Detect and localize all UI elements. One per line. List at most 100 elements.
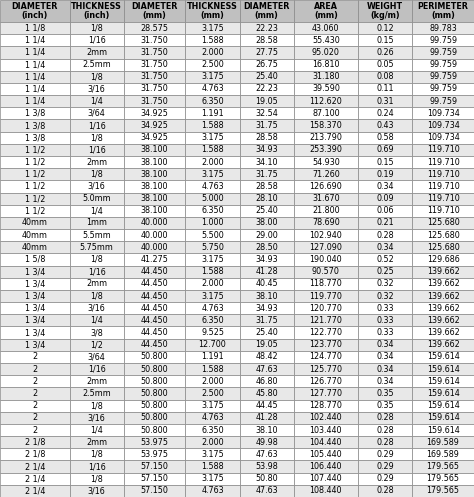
Text: 1 3/4: 1 3/4: [25, 316, 45, 325]
Bar: [239, 338, 294, 351]
Bar: [294, 132, 358, 144]
Text: 0.32: 0.32: [376, 279, 394, 288]
Text: 139.662: 139.662: [427, 279, 459, 288]
Text: 0.29: 0.29: [376, 450, 394, 459]
Bar: [70, 375, 124, 387]
Bar: [294, 192, 358, 205]
Bar: [70, 119, 124, 132]
Bar: [412, 363, 474, 375]
Bar: [239, 144, 294, 156]
Text: 1/16: 1/16: [88, 462, 106, 471]
Text: 158.370: 158.370: [310, 121, 342, 130]
Bar: [185, 192, 239, 205]
Bar: [0, 168, 70, 180]
Bar: [0, 119, 70, 132]
Text: 3/64: 3/64: [88, 109, 106, 118]
Bar: [239, 180, 294, 192]
Bar: [70, 144, 124, 156]
Bar: [412, 83, 474, 95]
Bar: [70, 387, 124, 400]
Text: 159.614: 159.614: [427, 365, 459, 374]
Bar: [239, 119, 294, 132]
Text: 47.63: 47.63: [255, 365, 278, 374]
Bar: [294, 375, 358, 387]
Bar: [358, 314, 412, 327]
Text: 34.93: 34.93: [255, 146, 278, 155]
Bar: [239, 107, 294, 119]
Bar: [358, 265, 412, 278]
Text: 0.58: 0.58: [376, 133, 394, 142]
Text: 104.440: 104.440: [310, 438, 342, 447]
Bar: [185, 205, 239, 217]
Bar: [358, 107, 412, 119]
Text: 213.790: 213.790: [310, 133, 342, 142]
Bar: [412, 278, 474, 290]
Text: 3.175: 3.175: [201, 401, 224, 410]
Text: 44.450: 44.450: [141, 328, 168, 337]
Bar: [412, 205, 474, 217]
Text: 16.810: 16.810: [312, 60, 340, 69]
Bar: [0, 290, 70, 302]
Bar: [124, 71, 185, 83]
Bar: [412, 253, 474, 265]
Bar: [358, 412, 412, 424]
Text: 1 3/4: 1 3/4: [25, 304, 45, 313]
Text: 3.175: 3.175: [201, 170, 224, 179]
Bar: [358, 363, 412, 375]
Bar: [124, 412, 185, 424]
Bar: [124, 485, 185, 497]
Bar: [185, 59, 239, 71]
Bar: [124, 290, 185, 302]
Bar: [185, 424, 239, 436]
Text: 159.614: 159.614: [427, 377, 459, 386]
Text: 9.525: 9.525: [201, 328, 224, 337]
Text: 0.05: 0.05: [376, 60, 394, 69]
Text: 159.614: 159.614: [427, 414, 459, 422]
Text: 6.350: 6.350: [201, 206, 224, 215]
Text: 119.710: 119.710: [427, 170, 459, 179]
Text: 40.000: 40.000: [141, 231, 168, 240]
Bar: [124, 436, 185, 448]
Bar: [358, 400, 412, 412]
Bar: [70, 400, 124, 412]
Text: 1 3/4: 1 3/4: [25, 267, 45, 276]
Text: 3/16: 3/16: [88, 414, 106, 422]
Bar: [0, 327, 70, 338]
Text: 0.34: 0.34: [376, 340, 394, 349]
Bar: [185, 83, 239, 95]
Text: 40mm: 40mm: [22, 231, 48, 240]
Text: 1 3/4: 1 3/4: [25, 279, 45, 288]
Text: 159.614: 159.614: [427, 352, 459, 361]
Bar: [358, 168, 412, 180]
Bar: [124, 375, 185, 387]
Text: 1 1/4: 1 1/4: [25, 72, 45, 82]
Text: 1.588: 1.588: [201, 121, 224, 130]
Text: 0.35: 0.35: [376, 401, 394, 410]
Bar: [124, 265, 185, 278]
Text: 50.800: 50.800: [141, 425, 168, 434]
Text: 5.5mm: 5.5mm: [82, 231, 111, 240]
Bar: [358, 180, 412, 192]
Text: 121.770: 121.770: [310, 316, 342, 325]
Bar: [239, 448, 294, 460]
Bar: [185, 180, 239, 192]
Bar: [70, 34, 124, 46]
Bar: [239, 387, 294, 400]
Text: 32.54: 32.54: [255, 109, 278, 118]
Text: 40.000: 40.000: [141, 219, 168, 228]
Bar: [0, 314, 70, 327]
Bar: [294, 180, 358, 192]
Text: 25.40: 25.40: [255, 72, 278, 82]
Bar: [185, 156, 239, 168]
Text: 4.763: 4.763: [201, 182, 224, 191]
Text: 49.98: 49.98: [255, 438, 278, 447]
Text: 41.28: 41.28: [255, 267, 278, 276]
Bar: [412, 71, 474, 83]
Text: 1 1/4: 1 1/4: [25, 84, 45, 93]
Text: 0.15: 0.15: [376, 158, 394, 166]
Text: 1.588: 1.588: [201, 36, 224, 45]
Bar: [124, 363, 185, 375]
Bar: [294, 0, 358, 22]
Text: 0.43: 0.43: [376, 121, 394, 130]
Text: 19.05: 19.05: [255, 97, 278, 106]
